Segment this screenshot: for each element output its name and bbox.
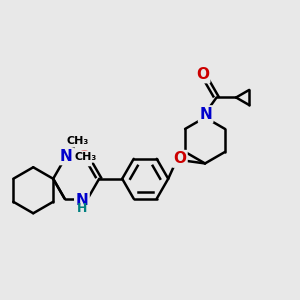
Text: CH₃: CH₃ xyxy=(67,136,89,146)
Text: N: N xyxy=(199,107,212,122)
Text: O: O xyxy=(77,150,90,165)
Text: N: N xyxy=(76,193,88,208)
Text: H: H xyxy=(77,202,87,215)
Text: O: O xyxy=(173,151,186,166)
Text: O: O xyxy=(196,67,209,82)
Text: N: N xyxy=(60,149,73,164)
Text: CH₃: CH₃ xyxy=(75,152,97,161)
